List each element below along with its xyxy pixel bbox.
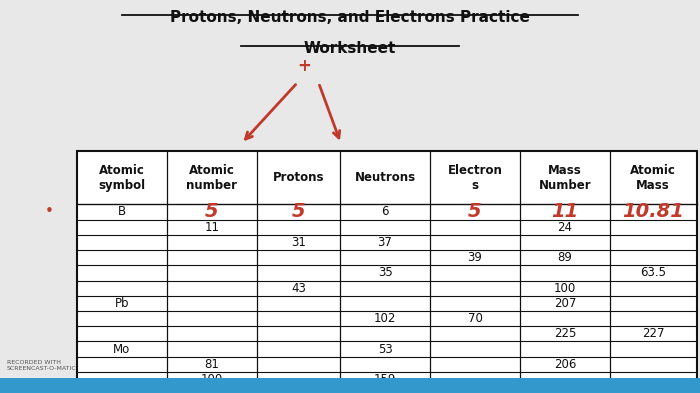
Text: Atomic
number: Atomic number: [186, 164, 237, 192]
Text: 5: 5: [205, 202, 218, 222]
Text: 31: 31: [291, 236, 306, 249]
Text: Mass
Number: Mass Number: [538, 164, 592, 192]
Text: 24: 24: [557, 221, 573, 234]
Text: Atomic
Mass: Atomic Mass: [630, 164, 676, 192]
Text: 37: 37: [377, 236, 393, 249]
Text: B: B: [118, 206, 126, 219]
Text: 70: 70: [468, 312, 482, 325]
Text: Protons, Neutrons, and Electrons Practice: Protons, Neutrons, and Electrons Practic…: [170, 10, 530, 25]
Text: Worksheet: Worksheet: [304, 41, 396, 56]
Text: 227: 227: [642, 327, 664, 340]
Text: 6: 6: [382, 206, 388, 219]
Text: •: •: [45, 204, 53, 219]
Text: 207: 207: [554, 297, 576, 310]
Text: 81: 81: [204, 358, 219, 371]
Text: Neutrons: Neutrons: [354, 171, 416, 184]
Text: +: +: [298, 57, 312, 75]
Text: Mo: Mo: [113, 343, 131, 356]
Text: 53: 53: [378, 343, 393, 356]
Text: 63.5: 63.5: [640, 266, 666, 279]
Text: Pb: Pb: [115, 297, 130, 310]
Text: RECORDED WITH
SCREENCAST-O-MATIC: RECORDED WITH SCREENCAST-O-MATIC: [7, 360, 77, 371]
Text: 39: 39: [468, 251, 482, 264]
Text: 35: 35: [378, 266, 393, 279]
Text: 102: 102: [374, 312, 396, 325]
Text: 11: 11: [552, 202, 579, 222]
Text: Electron
s: Electron s: [447, 164, 503, 192]
Text: 5: 5: [468, 202, 482, 222]
Text: 89: 89: [557, 251, 573, 264]
Text: 43: 43: [291, 282, 306, 295]
Text: Atomic
symbol: Atomic symbol: [99, 164, 146, 192]
Text: 100: 100: [554, 282, 576, 295]
Text: 100: 100: [201, 373, 223, 386]
Text: Protons: Protons: [273, 171, 324, 184]
Bar: [77, 151, 696, 387]
Text: 159: 159: [374, 373, 396, 386]
Bar: [0, 378, 700, 393]
Text: 5: 5: [292, 202, 305, 222]
Text: 11: 11: [204, 221, 219, 234]
Text: 225: 225: [554, 327, 576, 340]
Text: 206: 206: [554, 358, 576, 371]
Text: 10.81: 10.81: [622, 202, 684, 222]
